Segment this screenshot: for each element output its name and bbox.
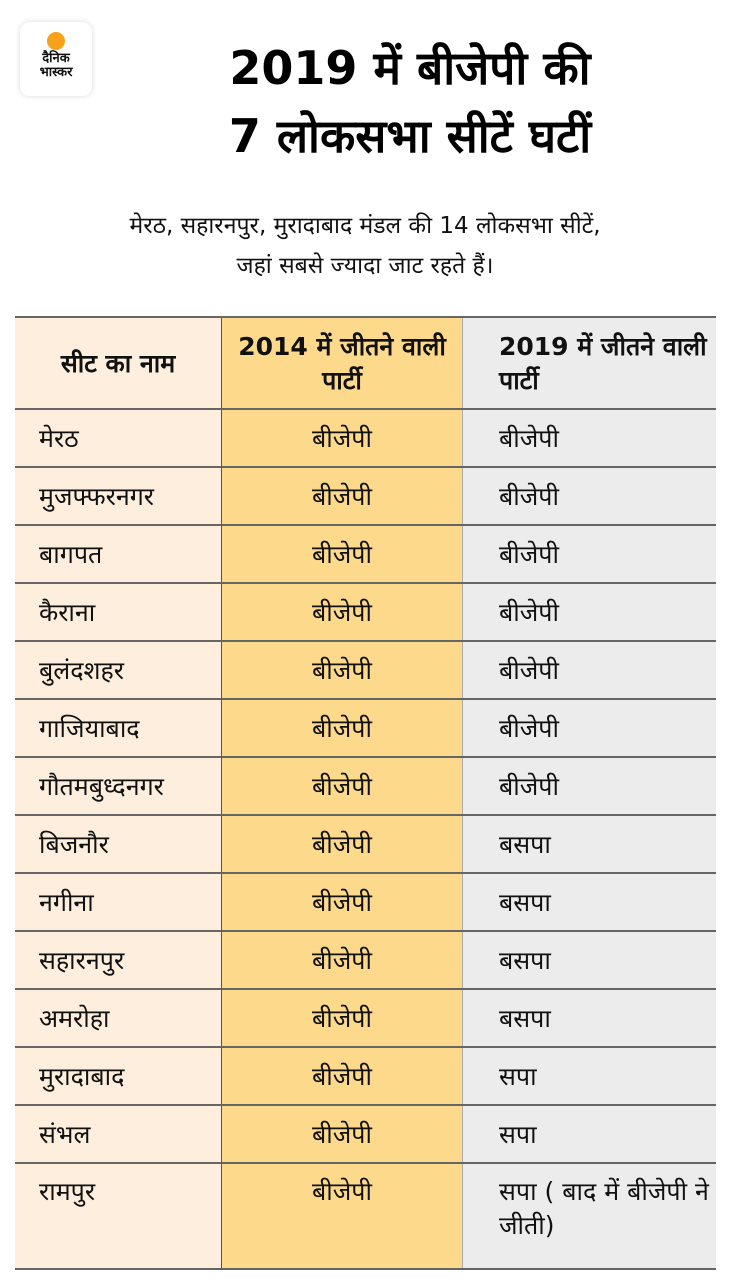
party-2019-cell: बीजेपी [462, 467, 716, 526]
party-2019-cell: बीजेपी [462, 525, 716, 584]
party-2019-cell: सपा [462, 1047, 716, 1106]
table-row: रामपुर बीजेपी सपा ( बाद में बीजेपी ने जीती… [15, 1163, 716, 1270]
table-row: अमरोहा बीजेपी बसपा [15, 989, 716, 1048]
dainik-bhaskar-logo: दैनिक भास्कर [20, 22, 92, 96]
table-row: कैराना बीजेपी बीजेपी [15, 583, 716, 642]
table-row: मेरठ बीजेपी बीजेपी [15, 409, 716, 468]
table-row: बिजनौर बीजेपी बसपा [15, 815, 716, 874]
seat-name-cell: सहारनपुर [15, 931, 222, 990]
party-2014-cell: बीजेपी [221, 525, 463, 584]
title-line1: 2019 में बीजेपी की [229, 41, 591, 95]
seat-name-cell: संभल [15, 1105, 222, 1164]
seat-name-cell: नगीना [15, 873, 222, 932]
party-2014-cell: बीजेपी [221, 641, 463, 700]
party-2019-cell: सपा [462, 1105, 716, 1164]
party-2014-cell: बीजेपी [221, 815, 463, 874]
party-2019-cell: सपा ( बाद में बीजेपी ने जीती) [462, 1163, 716, 1270]
subtitle: मेरठ, सहारनपुर, मुरादाबाद मंडल की 14 लोक… [10, 206, 720, 286]
table-row: मुजफ्फरनगर बीजेपी बीजेपी [15, 467, 716, 526]
party-2019-cell: बीजेपी [462, 699, 716, 758]
party-2014-cell: बीजेपी [221, 873, 463, 932]
party-2019-cell: बसपा [462, 989, 716, 1048]
seat-name-cell: बुलंदशहर [15, 641, 222, 700]
table-row: संभल बीजेपी सपा [15, 1105, 716, 1164]
party-2019-cell: बीजेपी [462, 757, 716, 816]
seat-name-cell: मुरादाबाद [15, 1047, 222, 1106]
table-row: बुलंदशहर बीजेपी बीजेपी [15, 641, 716, 700]
seat-name-cell: बागपत [15, 525, 222, 584]
header-2019-party: 2019 में जीतने वाली पार्टी [462, 317, 716, 410]
seat-name-cell: मेरठ [15, 409, 222, 468]
table-header-row: सीट का नाम 2014 में जीतने वाली पार्टी 20… [15, 317, 716, 410]
party-2014-cell: बीजेपी [221, 699, 463, 758]
sun-icon [47, 32, 65, 50]
header-2014-party: 2014 में जीतने वाली पार्टी [221, 317, 463, 410]
page-title: 2019 में बीजेपी की 7 लोकसभा सीटें घटीं [100, 34, 720, 170]
party-2014-cell: बीजेपी [221, 409, 463, 468]
table-row: सहारनपुर बीजेपी बसपा [15, 931, 716, 990]
title-line2: 7 लोकसभा सीटें घटीं [228, 109, 592, 163]
table-row: नगीना बीजेपी बसपा [15, 873, 716, 932]
seat-name-cell: कैराना [15, 583, 222, 642]
party-2019-cell: बीजेपी [462, 409, 716, 468]
party-2014-cell: बीजेपी [221, 1163, 463, 1270]
party-2014-cell: बीजेपी [221, 989, 463, 1048]
seat-name-cell: बिजनौर [15, 815, 222, 874]
seat-name-cell: मुजफ्फरनगर [15, 467, 222, 526]
party-2014-cell: बीजेपी [221, 931, 463, 990]
party-2014-cell: बीजेपी [221, 1105, 463, 1164]
seat-name-cell: गौतमबुध्दनगर [15, 757, 222, 816]
party-2014-cell: बीजेपी [221, 757, 463, 816]
logo-line1: दैनिक [42, 51, 70, 66]
subtitle-line2: जहां सबसे ज्यादा जाट रहते हैं। [236, 253, 494, 279]
subtitle-line1: मेरठ, सहारनपुर, मुरादाबाद मंडल की 14 लोक… [129, 213, 601, 239]
table-row: बागपत बीजेपी बीजेपी [15, 525, 716, 584]
party-2019-cell: बीजेपी [462, 583, 716, 642]
party-2014-cell: बीजेपी [221, 583, 463, 642]
seat-name-cell: अमरोहा [15, 989, 222, 1048]
party-2014-cell: बीजेपी [221, 1047, 463, 1106]
party-2019-cell: बसपा [462, 931, 716, 990]
seat-name-cell: रामपुर [15, 1163, 222, 1270]
header-seat-name: सीट का नाम [15, 317, 222, 410]
party-2019-cell: बसपा [462, 815, 716, 874]
logo-line2: भास्कर [39, 65, 73, 80]
party-2019-cell: बसपा [462, 873, 716, 932]
party-2019-cell: बीजेपी [462, 641, 716, 700]
table-row: मुरादाबाद बीजेपी सपा [15, 1047, 716, 1106]
table-row: गाजियाबाद बीजेपी बीजेपी [15, 699, 716, 758]
seats-table: सीट का नाम 2014 में जीतने वाली पार्टी 20… [15, 316, 716, 1270]
table-row: गौतमबुध्दनगर बीजेपी बीजेपी [15, 757, 716, 816]
party-2014-cell: बीजेपी [221, 467, 463, 526]
seat-name-cell: गाजियाबाद [15, 699, 222, 758]
